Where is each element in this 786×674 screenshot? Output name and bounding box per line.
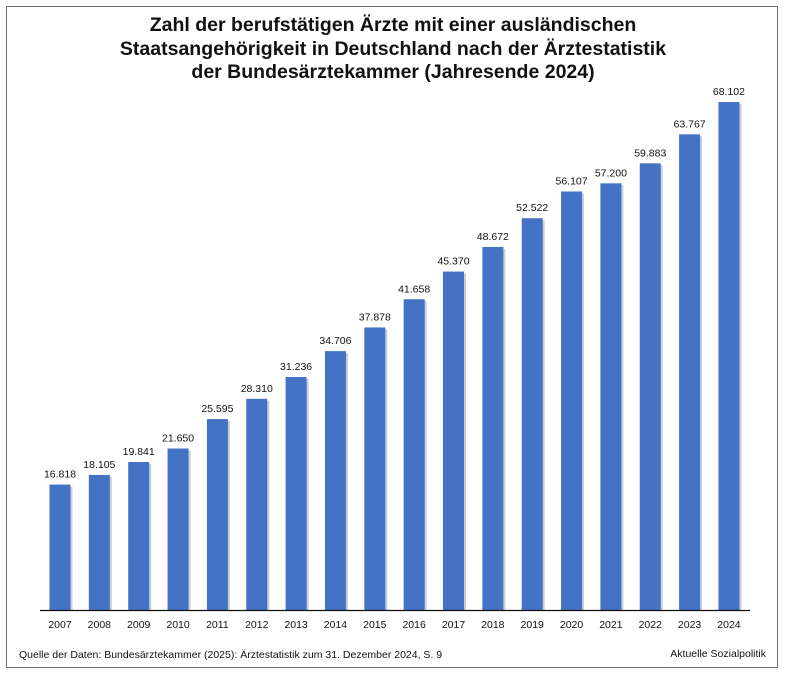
x-tick-label: 2016	[402, 619, 426, 631]
data-label: 52.522	[516, 202, 548, 214]
bar-2018	[482, 246, 504, 610]
bar-2012	[246, 398, 268, 610]
x-tick-label: 2018	[481, 619, 505, 631]
x-tick-label: 2007	[48, 619, 72, 631]
data-label: 28.310	[241, 383, 273, 395]
data-label: 59.883	[634, 147, 666, 159]
data-label: 19.841	[123, 446, 155, 458]
x-tick-label: 2011	[206, 619, 229, 631]
data-label: 41.658	[398, 283, 430, 295]
data-label: 21.650	[162, 433, 194, 445]
data-label: 37.878	[359, 311, 391, 323]
bar-2019	[521, 218, 543, 610]
data-label: 18.105	[83, 459, 115, 471]
bar-2022	[639, 163, 661, 610]
x-tick-label: 2012	[245, 619, 269, 631]
x-tick-label: 2008	[88, 619, 112, 631]
source-note: Quelle der Daten: Bundesärztekammer (202…	[19, 649, 443, 661]
bar-2017	[443, 271, 464, 610]
x-tick-label: 2019	[521, 619, 545, 631]
x-tick-label: 2013	[284, 619, 308, 631]
bar-2014	[324, 351, 346, 610]
x-tick-label: 2009	[127, 619, 151, 631]
bar-2021	[600, 183, 622, 610]
bar-2010	[167, 448, 189, 610]
bar-2016	[403, 299, 425, 610]
x-tick-label: 2021	[599, 619, 623, 631]
data-label: 68.102	[713, 86, 745, 98]
bar-2024	[718, 102, 740, 610]
bar-2015	[364, 327, 386, 610]
data-label: 16.818	[44, 469, 76, 481]
data-label: 56.107	[555, 175, 587, 187]
data-label: 34.706	[319, 335, 351, 347]
chart-title-line: Zahl der berufstätigen Ärzte mit einer a…	[149, 14, 637, 36]
data-label: 48.672	[477, 231, 509, 243]
data-label: 57.200	[595, 167, 627, 179]
x-tick-label: 2010	[166, 619, 190, 631]
x-tick-label: 2017	[442, 619, 466, 631]
x-tick-label: 2015	[363, 619, 387, 631]
bar-2020	[561, 191, 583, 611]
chart-title-line: der Bundesärztekammer (Jahresende 2024)	[191, 61, 595, 83]
bar-2008	[88, 474, 110, 610]
x-tick-label: 2023	[678, 619, 702, 631]
data-label: 31.236	[280, 361, 312, 373]
data-label: 63.767	[674, 118, 706, 130]
x-tick-label: 2022	[639, 619, 663, 631]
data-label: 45.370	[437, 256, 469, 268]
bar-2009	[128, 462, 150, 610]
bar-2023	[679, 134, 701, 610]
x-tick-label: 2020	[560, 619, 584, 631]
bar-2007	[49, 484, 71, 610]
credit-note: Aktuelle Sozialpolitik	[670, 648, 766, 660]
chart-title: Zahl der berufstätigen Ärzte mit einer a…	[0, 14, 786, 85]
chart-title-line: Staatsangehörigkeit in Deutschland nach …	[119, 37, 667, 60]
bar-2013	[285, 377, 307, 610]
data-label: 25.595	[201, 403, 233, 415]
x-tick-label: 2014	[324, 619, 348, 631]
bar-2011	[206, 419, 228, 610]
x-tick-label: 2024	[717, 619, 741, 631]
